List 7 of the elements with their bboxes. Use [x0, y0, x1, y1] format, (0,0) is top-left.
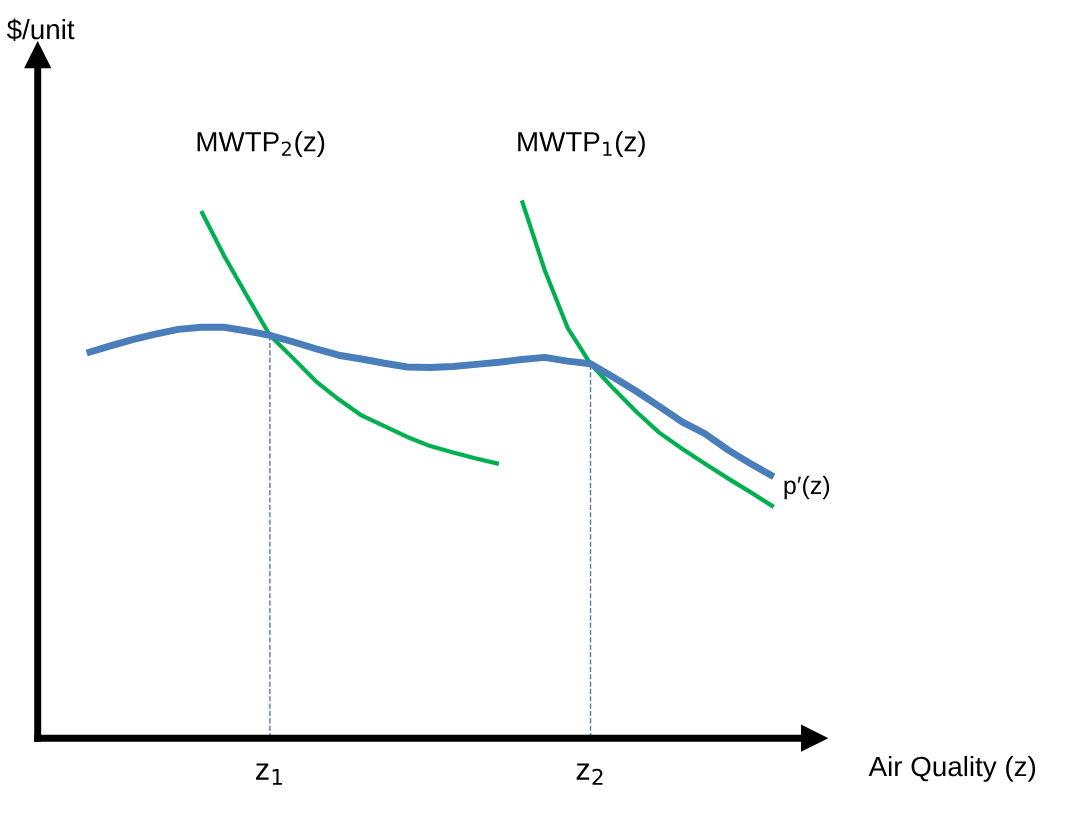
- text: $/unit: [6, 18, 75, 41]
- x-tick-label: z$_{1}$: [256, 763, 282, 785]
- series-label: MWTP$_{2}$(z): [197, 131, 325, 158]
- x-tick-label: z$_{2}$: [576, 763, 603, 785]
- series-label: MWTP$_{1}$(z): [518, 131, 645, 158]
- x-axis-title: Air Quality (z): [868, 755, 1036, 782]
- series-label: p′(z): [784, 475, 830, 500]
